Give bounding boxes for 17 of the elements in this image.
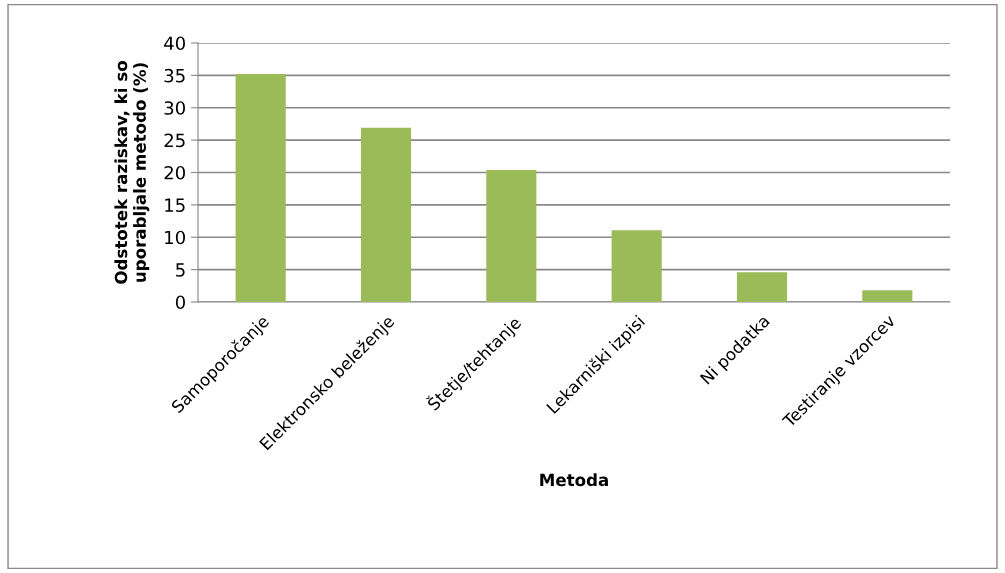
y-tick-label: 0 — [175, 295, 185, 310]
y-tick-label: 15 — [165, 198, 185, 212]
y-tick-label: 10 — [165, 230, 185, 245]
bar — [736, 272, 788, 302]
x-axis-title: Metoda — [540, 473, 608, 487]
bar — [235, 74, 286, 302]
y-tick-label: 20 — [164, 165, 185, 180]
bar — [360, 127, 412, 302]
y-tick-label: 5 — [176, 263, 185, 277]
y-tick-label: 40 — [164, 36, 185, 51]
bar — [486, 169, 537, 302]
bar — [862, 290, 913, 302]
bar — [611, 230, 662, 302]
y-tick-label: 35 — [164, 68, 185, 83]
y-tick-label: 30 — [164, 101, 185, 115]
y-axis-title: Odstotek raziskav, ki so uporabljale metodo (%) — [114, 61, 150, 284]
y-tick-label: 25 — [164, 133, 185, 148]
